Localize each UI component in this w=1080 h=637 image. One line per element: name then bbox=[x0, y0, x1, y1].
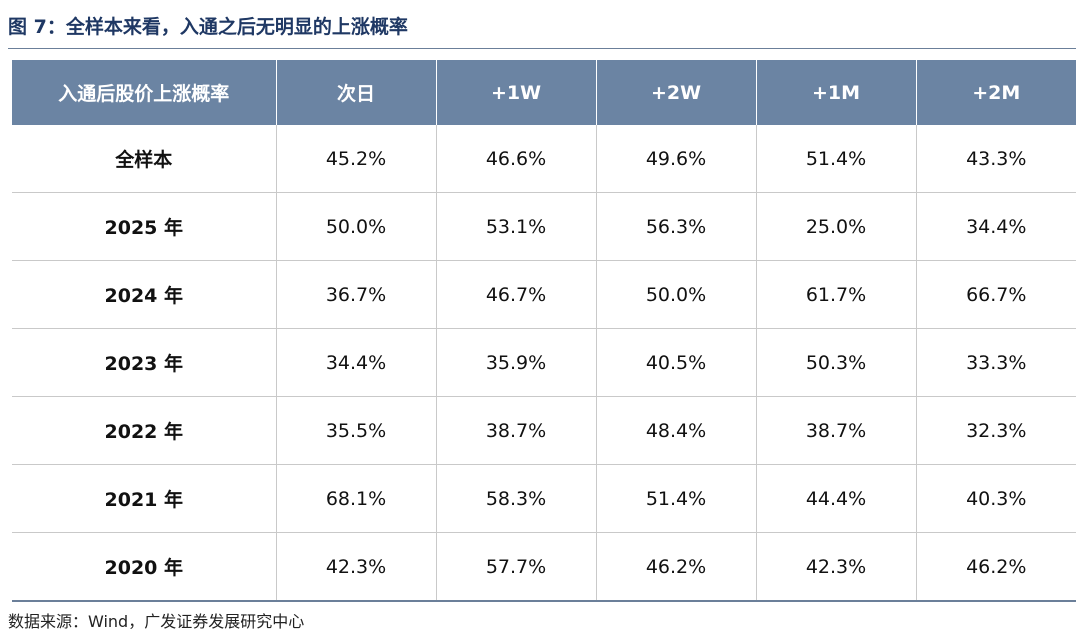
title-divider bbox=[8, 48, 1076, 49]
header-cell-period: 次日 bbox=[275, 60, 437, 125]
value-cell: 68.1% bbox=[276, 464, 437, 533]
value-cell: 40.5% bbox=[596, 328, 757, 397]
figure-title: 图 7：全样本来看，入通之后无明显的上涨概率 bbox=[8, 16, 408, 38]
value-cell: 38.7% bbox=[756, 396, 917, 465]
table-row: 2021 年 68.1% 58.3% 51.4% 44.4% 40.3% bbox=[12, 464, 1076, 533]
row-label: 2024 年 bbox=[12, 260, 277, 329]
table-body: 全样本 45.2% 46.6% 49.6% 51.4% 43.3% 2025 年 50.0% 5… bbox=[12, 125, 1076, 602]
table-row: 2025 年 50.0% 53.1% 56.3% 25.0% 34.4% bbox=[12, 192, 1076, 261]
value-cell: 42.3% bbox=[276, 532, 437, 602]
value-cell: 51.4% bbox=[756, 125, 917, 193]
value-cell: 50.3% bbox=[756, 328, 917, 397]
value-cell: 51.4% bbox=[596, 464, 757, 533]
value-cell: 34.4% bbox=[916, 192, 1076, 261]
value-cell: 50.0% bbox=[596, 260, 757, 329]
table-row: 2023 年 34.4% 35.9% 40.5% 50.3% 33.3% bbox=[12, 328, 1076, 397]
table-row: 2024 年 36.7% 46.7% 50.0% 61.7% 66.7% bbox=[12, 260, 1076, 329]
table-header-row: 入通后股价上涨概率 次日 +1W +2W +1M +2M bbox=[12, 60, 1076, 125]
value-cell: 61.7% bbox=[756, 260, 917, 329]
value-cell: 34.4% bbox=[276, 328, 437, 397]
source-note: 数据来源：Wind，广发证券发展研究中心 bbox=[8, 612, 305, 631]
header-cell-period: +1M bbox=[755, 60, 917, 125]
header-cell-period: +2W bbox=[595, 60, 757, 125]
value-cell: 25.0% bbox=[756, 192, 917, 261]
value-cell: 56.3% bbox=[596, 192, 757, 261]
value-cell: 42.3% bbox=[756, 532, 917, 602]
row-label: 2023 年 bbox=[12, 328, 277, 397]
value-cell: 57.7% bbox=[436, 532, 597, 602]
row-label: 2025 年 bbox=[12, 192, 277, 261]
value-cell: 38.7% bbox=[436, 396, 597, 465]
value-cell: 44.4% bbox=[756, 464, 917, 533]
value-cell: 48.4% bbox=[596, 396, 757, 465]
value-cell: 46.2% bbox=[596, 532, 757, 602]
row-label: 2020 年 bbox=[12, 532, 277, 602]
row-label: 2022 年 bbox=[12, 396, 277, 465]
value-cell: 58.3% bbox=[436, 464, 597, 533]
value-cell: 32.3% bbox=[916, 396, 1076, 465]
value-cell: 40.3% bbox=[916, 464, 1076, 533]
value-cell: 49.6% bbox=[596, 125, 757, 193]
value-cell: 46.6% bbox=[436, 125, 597, 193]
table-row: 全样本 45.2% 46.6% 49.6% 51.4% 43.3% bbox=[12, 125, 1076, 193]
value-cell: 66.7% bbox=[916, 260, 1076, 329]
table-row: 2022 年 35.5% 38.7% 48.4% 38.7% 32.3% bbox=[12, 396, 1076, 465]
value-cell: 53.1% bbox=[436, 192, 597, 261]
row-label: 2021 年 bbox=[12, 464, 277, 533]
value-cell: 33.3% bbox=[916, 328, 1076, 397]
value-cell: 46.2% bbox=[916, 532, 1076, 602]
value-cell: 45.2% bbox=[276, 125, 437, 193]
value-cell: 50.0% bbox=[276, 192, 437, 261]
value-cell: 43.3% bbox=[916, 125, 1076, 193]
table-row: 2020 年 42.3% 57.7% 46.2% 42.3% 46.2% bbox=[12, 532, 1076, 602]
row-label: 全样本 bbox=[12, 125, 277, 193]
probability-table: 入通后股价上涨概率 次日 +1W +2W +1M +2M 全样本 45.2% 46.6% 49.… bbox=[12, 60, 1076, 602]
value-cell: 35.5% bbox=[276, 396, 437, 465]
value-cell: 46.7% bbox=[436, 260, 597, 329]
header-cell-period: +1W bbox=[435, 60, 597, 125]
header-cell-metric: 入通后股价上涨概率 bbox=[12, 60, 277, 125]
header-cell-period: +2M bbox=[915, 60, 1076, 125]
value-cell: 36.7% bbox=[276, 260, 437, 329]
value-cell: 35.9% bbox=[436, 328, 597, 397]
